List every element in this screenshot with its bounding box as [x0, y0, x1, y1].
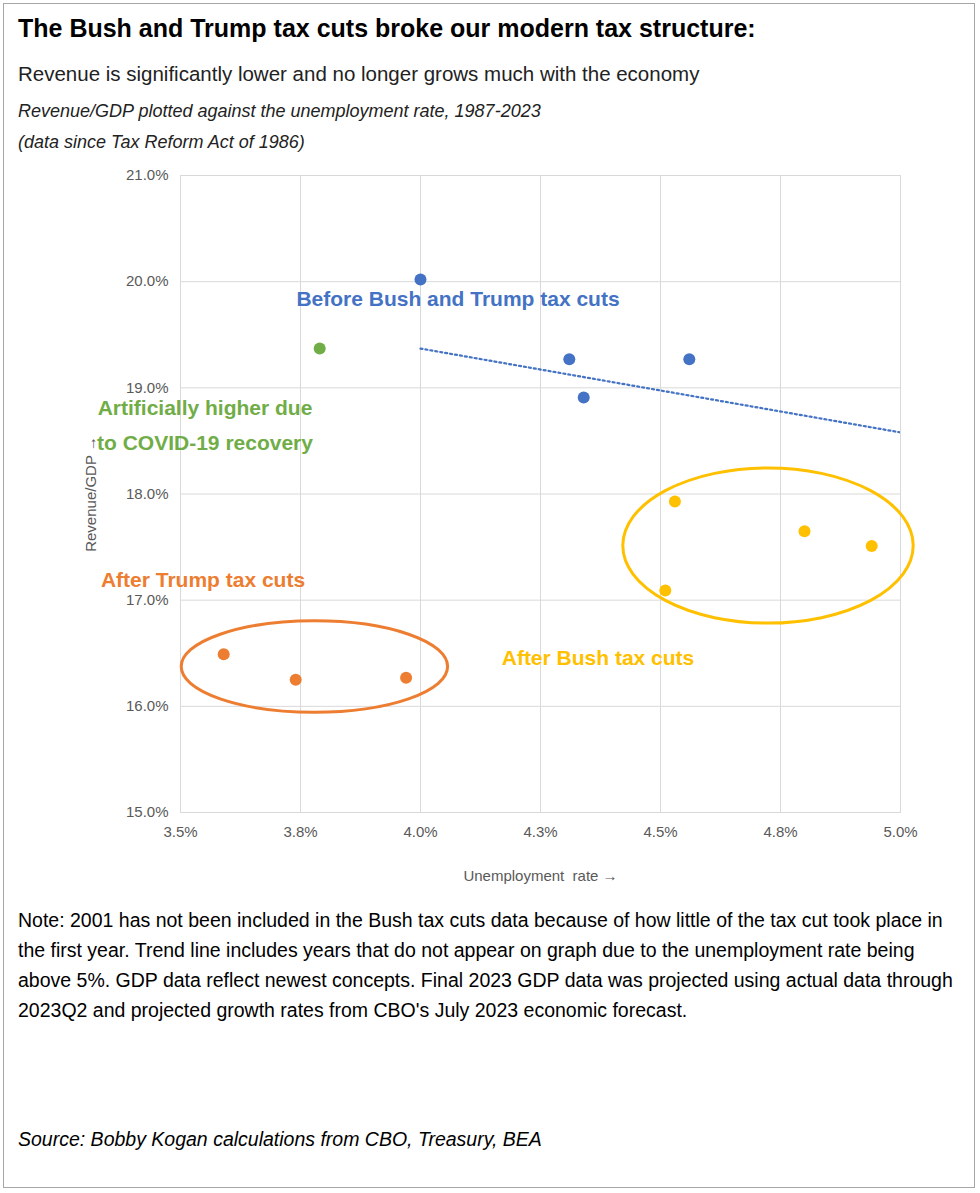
svg-text:4.3%: 4.3% — [523, 823, 557, 840]
html-text:Note: 2001 has not been includ: Note: 2001 has not been included in the … — [18, 909, 953, 1021]
html-text:(data since Tax Reform Act of: (data since Tax Reform Act of 1986) — [18, 132, 305, 152]
html-text:The Bush and Trump tax cuts br: The Bush and Trump tax cuts broke our mo… — [18, 14, 756, 42]
html-text:Revenue/GDP plotted against th: Revenue/GDP plotted against the unemploy… — [18, 101, 541, 121]
svg-text:20.0%: 20.0% — [126, 272, 169, 289]
svg-text:18.0%: 18.0% — [126, 485, 169, 502]
svg-text:After Bush tax cuts: After Bush tax cuts — [502, 646, 695, 669]
svg-text:3.5%: 3.5% — [163, 823, 197, 840]
svg-text:Artificially higher due: Artificially higher due — [98, 396, 313, 419]
html-text:Revenue is significantly lower: Revenue is significantly lower and no lo… — [18, 62, 700, 85]
svg-text:to COVID-19 recovery: to COVID-19 recovery — [97, 431, 313, 454]
svg-text:After Trump tax cuts: After Trump tax cuts — [101, 568, 305, 591]
svg-text:Revenue/GDP →: Revenue/GDP → — [82, 436, 100, 552]
svg-text:4.0%: 4.0% — [403, 823, 437, 840]
svg-text:17.0%: 17.0% — [126, 591, 169, 608]
svg-text:4.5%: 4.5% — [643, 823, 677, 840]
svg-text:15.0%: 15.0% — [126, 803, 169, 820]
svg-text:Before Bush and Trump tax cuts: Before Bush and Trump tax cuts — [296, 287, 619, 310]
svg-text:4.8%: 4.8% — [763, 823, 797, 840]
svg-text:16.0%: 16.0% — [126, 697, 169, 714]
svg-text:Unemployment rate →: Unemployment rate → — [463, 867, 617, 884]
svg-text:21.0%: 21.0% — [126, 166, 169, 183]
svg-text:19.0%: 19.0% — [126, 379, 169, 396]
svg-text:3.8%: 3.8% — [283, 823, 317, 840]
html-text:Source: Bobby Kogan calculatio: Source: Bobby Kogan calculations from CB… — [18, 1128, 542, 1150]
svg-text:5.0%: 5.0% — [883, 823, 917, 840]
